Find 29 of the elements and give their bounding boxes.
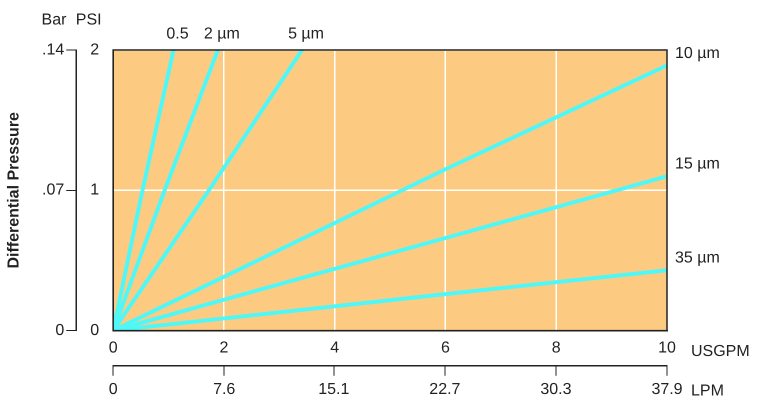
- x-tick-label: 2: [219, 340, 228, 357]
- series-label: 5 µm: [288, 25, 324, 42]
- series-label: 10 µm: [675, 44, 720, 62]
- text: Differential Pressure: [5, 112, 22, 269]
- x2-tick-label: 22.7: [429, 380, 461, 398]
- y2-tick-label: .07: [42, 182, 64, 199]
- x2-tick-label: 15.1: [318, 380, 350, 398]
- y2-axis-title: Bar: [42, 11, 68, 28]
- y-tick-label: 0: [90, 322, 100, 340]
- series-label: 35 µm: [675, 250, 720, 267]
- x-tick-label: 10: [658, 340, 676, 357]
- y-tick-label: 1: [90, 182, 100, 199]
- x2-tick-label: 7.6: [213, 380, 236, 398]
- y-axis-title: PSI: [76, 11, 102, 28]
- x-tick-label: 6: [441, 340, 450, 357]
- x2-tick-label: 37.9: [651, 380, 683, 398]
- series-label: 15 µm: [675, 156, 720, 173]
- series-label: 0.5: [166, 25, 189, 42]
- x2-tick-label: 30.3: [540, 380, 572, 398]
- x-axis-title: USGPM: [691, 343, 750, 360]
- y2-tick-label: .14: [42, 41, 64, 58]
- x-tick-label: 4: [330, 340, 340, 357]
- y-tick-label: 2: [90, 41, 100, 58]
- x-tick-label: 0: [108, 340, 118, 357]
- y2-tick-label: 0: [55, 322, 64, 340]
- x-tick-label: 8: [552, 340, 561, 357]
- x2-tick-label: 0: [108, 380, 118, 398]
- x2-axis-title: LPM: [691, 382, 724, 400]
- series-label: 2 µm: [204, 25, 240, 42]
